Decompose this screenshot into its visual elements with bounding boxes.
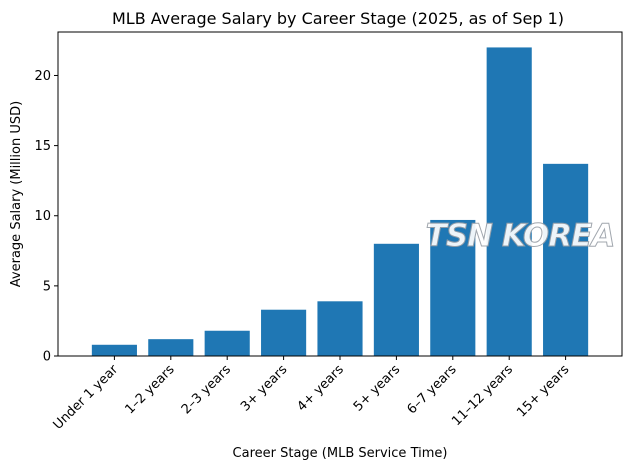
y-tick-label-0: 0: [43, 350, 51, 365]
x-axis-ticks: Under 1 year 1–2 years 2–3 years 3+ years 4+…: [51, 356, 573, 433]
bar-1: [148, 339, 194, 356]
bar-2: [204, 330, 250, 356]
x-tick-label-1: 1–2 years: [123, 362, 178, 417]
chart-title: MLB Average Salary by Career Stage (2025…: [112, 9, 564, 28]
x-tick-label-2: 2–3 years: [179, 362, 234, 417]
x-tick-label-7: 11–12 years: [449, 362, 516, 429]
x-axis-label: Career Stage (MLB Service Time): [233, 446, 448, 461]
watermark-logo: TSN KOREA: [426, 218, 615, 254]
bar-4: [317, 301, 363, 356]
x-tick-label-8: 15+ years: [514, 362, 572, 420]
y-tick-label-2: 10: [34, 209, 51, 224]
bars-group: [91, 47, 589, 357]
bar-0: [91, 344, 137, 356]
y-axis-ticks: 0 5 10 15 20: [34, 69, 58, 365]
y-tick-label-1: 5: [43, 279, 51, 294]
x-tick-label-3: 3+ years: [238, 362, 291, 415]
bar-3: [261, 309, 307, 356]
y-tick-label-3: 15: [34, 139, 51, 154]
plot-frame: [57, 31, 623, 357]
bar-7: [486, 47, 532, 357]
bar-5: [373, 243, 419, 356]
x-tick-label-6: 6–7 years: [405, 362, 460, 417]
y-tick-label-4: 20: [34, 69, 51, 84]
bar-8: [543, 163, 589, 356]
bar-6: [430, 219, 476, 356]
x-tick-label-5: 5+ years: [351, 362, 404, 415]
x-tick-label-0: Under 1 year: [51, 362, 122, 433]
x-tick-label-4: 4+ years: [294, 362, 347, 415]
y-axis-label: Average Salary (Million USD): [9, 101, 24, 287]
